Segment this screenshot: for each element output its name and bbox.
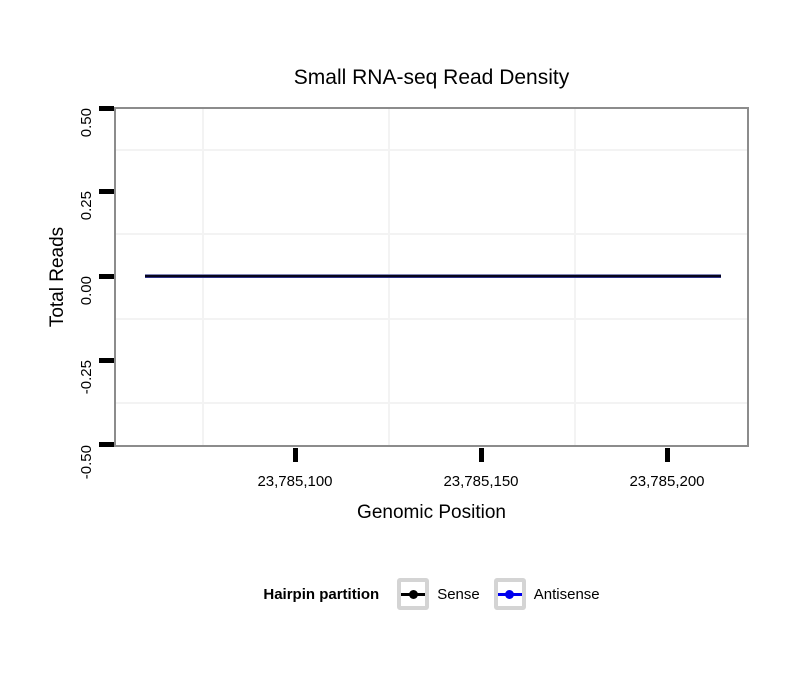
legend-label-antisense: Antisense [533, 585, 600, 603]
x-tick-mark [479, 448, 484, 462]
sense-point-icon [408, 589, 418, 599]
gridline-minor-horizontal [116, 149, 747, 151]
y-tick-label: 0.50 [78, 108, 95, 138]
legend-title: Hairpin partition [263, 585, 380, 603]
y-tick-label: -0.50 [78, 445, 95, 480]
legend-label-sense: Sense [437, 585, 480, 603]
x-tick-label: 23,785,200 [629, 473, 705, 490]
x-tick-mark [665, 448, 670, 462]
x-tick-mark [293, 448, 298, 462]
y-tick-label: 0.25 [78, 191, 95, 221]
y-axis-title: Total Reads [47, 226, 68, 328]
antisense-point-icon [505, 589, 515, 599]
gridline-minor-horizontal [116, 318, 747, 320]
x-tick-label: 23,785,150 [443, 473, 519, 490]
y-tick-label: 0.00 [78, 276, 95, 306]
y-tick-mark [99, 442, 114, 447]
legend-key-antisense [493, 578, 526, 610]
gridline-minor-horizontal [116, 233, 747, 235]
x-tick-label: 23,785,100 [257, 473, 333, 490]
x-axis-title: Genomic Position [357, 502, 506, 523]
y-tick-label: -0.25 [78, 360, 95, 395]
y-tick-mark [99, 358, 114, 363]
plot-panel [114, 107, 749, 447]
legend-key-sense [397, 578, 430, 610]
y-tick-mark [99, 274, 114, 279]
y-tick-mark [99, 189, 114, 194]
plot-title: Small RNA-seq Read Density [293, 66, 570, 89]
series-line-sense-antisense-overlap [145, 274, 721, 278]
legend: Hairpin partition Sense Antisense [114, 577, 749, 611]
gridline-minor-horizontal [116, 402, 747, 404]
y-tick-mark [99, 106, 114, 111]
